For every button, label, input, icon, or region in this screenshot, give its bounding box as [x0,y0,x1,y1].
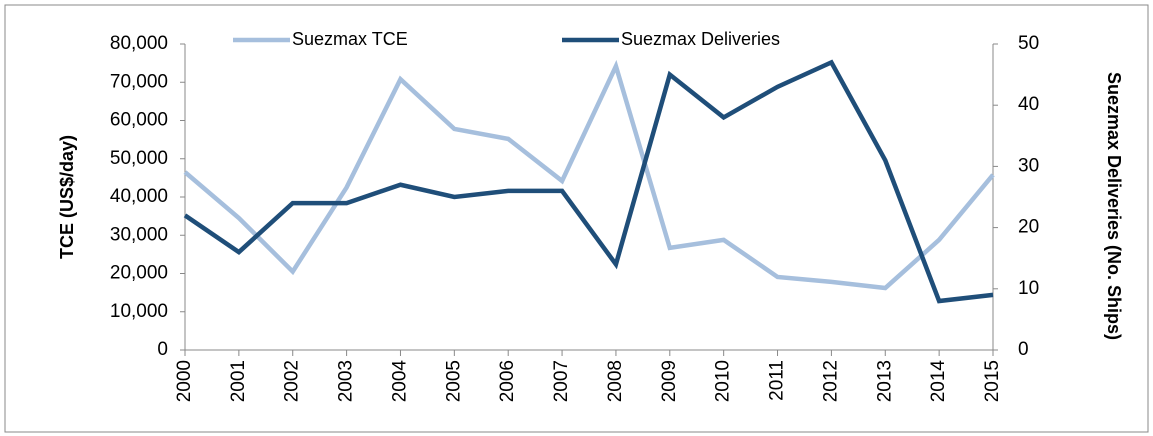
x-tick-label: 2007 [551,360,572,402]
y-tick-label: 40,000 [110,186,168,207]
y-tick-label: 70,000 [110,71,168,92]
series-line [183,59,995,291]
x-tick-label: 2014 [928,360,949,403]
y-tick-label: 50,000 [110,148,168,169]
x-tick-label: 2013 [874,360,895,402]
x-tick-label: 2012 [820,360,841,402]
y2-tick-label: 30 [1018,155,1039,176]
y2-tick-label: 20 [1018,217,1039,238]
y2-tick-label: 10 [1018,278,1039,299]
x-tick-label: 2003 [336,360,357,402]
y-tick-label: 20,000 [110,263,168,284]
x-tick-label: 2000 [174,360,195,402]
x-tick-label: 2001 [228,360,249,402]
y-tick-label: 30,000 [110,224,168,245]
y2-tick-label: 50 [1018,33,1039,54]
y2-tick-label: 0 [1018,339,1029,360]
x-tick-label: 2008 [605,360,626,402]
y-axis-title: TCE (US$/day) [57,135,77,259]
x-tick-label: 2009 [659,360,680,402]
x-tick-label: 2005 [443,360,464,402]
x-tick-label: 2004 [389,360,410,403]
x-tick-label: 2002 [282,360,303,402]
y-tick-label: 80,000 [110,33,168,54]
series-line [183,59,994,304]
x-tick-label: 2015 [982,360,1003,402]
y-tick-label: 0 [157,339,168,360]
y2-tick-label: 40 [1018,94,1039,115]
x-tick-label: 2006 [497,360,518,402]
x-tick-label: 2011 [767,360,788,401]
y2-axis-title: Suezmax Deliveries (No. Ships) [1104,71,1124,341]
y-tick-label: 10,000 [110,301,168,322]
x-tick-label: 2010 [713,360,734,402]
y-tick-label: 60,000 [110,110,168,131]
legend-label: Suezmax Deliveries [621,29,780,49]
legend-label: Suezmax TCE [292,29,408,49]
